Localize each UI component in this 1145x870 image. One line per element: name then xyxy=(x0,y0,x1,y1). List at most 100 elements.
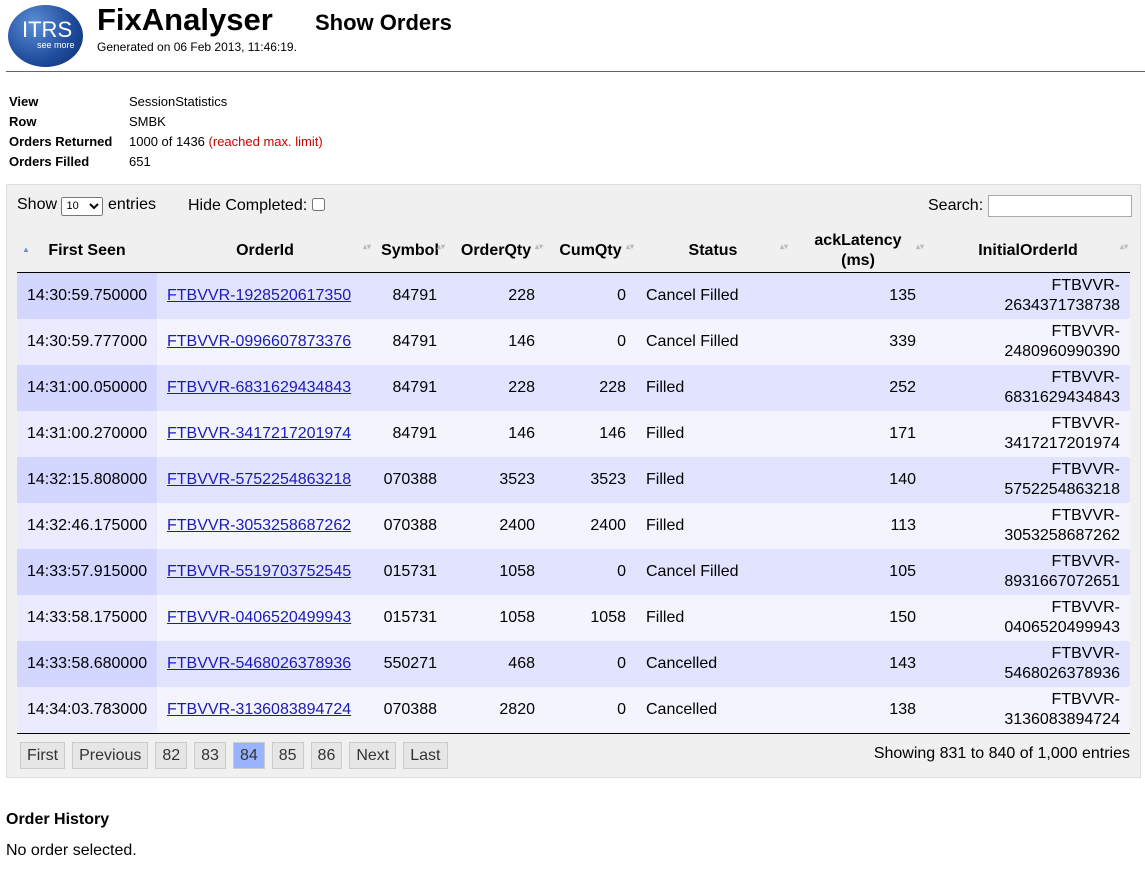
table-cell: 228 xyxy=(447,272,545,319)
table-cell: FTBVVR-2480960990390 xyxy=(926,319,1130,365)
table-cell: 0 xyxy=(545,687,636,734)
table-cell: FTBVVR-6831629434843 xyxy=(926,365,1130,411)
order-id-link[interactable]: FTBVVR-5752254863218 xyxy=(167,471,352,488)
sort-arrow: ▴▾ xyxy=(1119,242,1128,251)
table-cell: FTBVVR-5752254863218 xyxy=(926,457,1130,503)
entries-label: entries xyxy=(107,196,156,213)
order-row[interactable]: 14:33:57.915000 FTBVVR-5519703752545 01573… xyxy=(17,549,1130,595)
table-cell: Cancelled xyxy=(636,687,790,734)
order-id-link[interactable]: FTBVVR-0406520499943 xyxy=(167,609,352,626)
info-label: Row xyxy=(9,113,37,129)
info-value: 1000 of 1436 (reached max. limit) xyxy=(129,131,323,151)
order-id-link[interactable]: FTBVVR-1928520617350 xyxy=(167,287,352,304)
table-cell: 146 xyxy=(447,319,545,365)
page-button[interactable]: 84 xyxy=(232,742,265,769)
info-label: View xyxy=(9,93,39,109)
column-header[interactable]: OrderQty ▴▾ xyxy=(447,230,545,273)
table-cell: 171 xyxy=(790,411,926,457)
table-cell: 140 xyxy=(790,457,926,503)
table-cell: 1058 xyxy=(447,595,545,641)
table-cell: 84791 xyxy=(373,411,447,457)
info-value-text: 1000 of 1436 xyxy=(129,133,205,149)
page-size-control: Show 10 entries xyxy=(17,196,156,216)
table-cell: 3523 xyxy=(545,457,636,503)
table-cell: 105 xyxy=(790,549,926,595)
show-label: Show xyxy=(17,196,58,213)
table-cell: 146 xyxy=(447,411,545,457)
page-button[interactable]: 85 xyxy=(271,742,304,769)
order-row[interactable]: 14:32:46.175000 FTBVVR-3053258687262 07038… xyxy=(17,503,1130,549)
column-header[interactable]: ackLatency (ms) ▴▾ xyxy=(790,230,926,273)
table-cell: 113 xyxy=(790,503,926,549)
order-row[interactable]: 14:30:59.777000 FTBVVR-0996607873376 84791… xyxy=(17,319,1130,365)
order-id-cell: FTBVVR-3417217201974 xyxy=(157,411,373,457)
table-cell: 468 xyxy=(447,641,545,687)
order-id-link[interactable]: FTBVVR-3417217201974 xyxy=(167,425,352,442)
column-header[interactable]: OrderId ▴▾ xyxy=(157,230,373,273)
table-cell: Filled xyxy=(636,411,790,457)
page-button[interactable]: 82 xyxy=(155,742,188,769)
column-header[interactable]: Status ▴▾ xyxy=(636,230,790,273)
page-button[interactable]: Previous xyxy=(72,742,149,769)
search-input[interactable] xyxy=(988,195,1132,217)
order-id-link[interactable]: FTBVVR-5468026378936 xyxy=(167,655,352,672)
column-title: InitialOrderId xyxy=(978,242,1078,259)
page-button[interactable]: 86 xyxy=(310,742,343,769)
history-text: No order selected. xyxy=(6,842,137,859)
order-row[interactable]: 14:34:03.783000 FTBVVR-3136083894724 07038… xyxy=(17,687,1130,734)
search-label: Search: xyxy=(928,197,984,214)
table-cell: 3523 xyxy=(447,457,545,503)
table-cell: 0 xyxy=(545,549,636,595)
table-cell: FTBVVR-0406520499943 xyxy=(926,595,1130,641)
table-cell: 138 xyxy=(790,687,926,734)
hide-completed-checkbox[interactable] xyxy=(311,198,325,211)
order-row[interactable]: 14:32:15.808000 FTBVVR-5752254863218 07038… xyxy=(17,457,1130,503)
sort-arrow: ▲ xyxy=(22,245,30,254)
column-header[interactable]: InitialOrderId ▴▾ xyxy=(926,230,1130,273)
order-id-cell: FTBVVR-0996607873376 xyxy=(157,319,373,365)
sort-arrow: ▴▾ xyxy=(779,242,788,251)
table-cell: 14:30:59.777000 xyxy=(17,319,157,365)
column-title: Symbol xyxy=(381,242,439,259)
pagination: First Previous 82 83 84 85 86 Next Last xyxy=(20,742,448,769)
table-cell: 228 xyxy=(447,365,545,411)
logo: ITRS see more xyxy=(8,5,83,67)
table-cell: Cancel Filled xyxy=(636,319,790,365)
page-size-select[interactable]: 10 xyxy=(61,196,104,216)
history-title: Order History xyxy=(6,811,110,828)
order-row[interactable]: 14:31:00.270000 FTBVVR-3417217201974 84791… xyxy=(17,411,1130,457)
table-cell: 015731 xyxy=(373,549,447,595)
order-row[interactable]: 14:31:00.050000 FTBVVR-6831629434843 84791… xyxy=(17,365,1130,411)
table-cell: FTBVVR-3053258687262 xyxy=(926,503,1130,549)
table-cell: FTBVVR-8931667072651 xyxy=(926,549,1130,595)
order-id-link[interactable]: FTBVVR-5519703752545 xyxy=(167,563,352,580)
page-button[interactable]: Last xyxy=(403,742,448,769)
order-id-link[interactable]: FTBVVR-6831629434843 xyxy=(167,379,352,396)
column-title: OrderQty xyxy=(460,242,532,259)
table-cell: 14:33:58.175000 xyxy=(17,595,157,641)
page-button[interactable]: First xyxy=(20,742,66,769)
column-header[interactable]: Symbol ▴▾ xyxy=(373,230,447,273)
table-cell: 070388 xyxy=(373,503,447,549)
column-title: CumQty xyxy=(559,242,622,259)
page-button[interactable]: 83 xyxy=(194,742,226,769)
table-cell: 0 xyxy=(545,641,636,687)
hide-completed-label: Hide Completed: xyxy=(188,197,308,214)
table-cell: 14:33:58.680000 xyxy=(17,641,157,687)
order-row[interactable]: 14:33:58.175000 FTBVVR-0406520499943 01573… xyxy=(17,595,1130,641)
order-id-link[interactable]: FTBVVR-3053258687262 xyxy=(167,517,352,534)
table-cell: 070388 xyxy=(373,457,447,503)
table-cell: 070388 xyxy=(373,687,447,734)
order-row[interactable]: 14:30:59.750000 FTBVVR-1928520617350 84791… xyxy=(17,272,1130,319)
column-header[interactable]: First Seen ▲ xyxy=(17,230,157,273)
page-button[interactable]: Next xyxy=(349,742,397,769)
table-cell: 14:32:15.808000 xyxy=(17,457,157,503)
order-id-link[interactable]: FTBVVR-3136083894724 xyxy=(167,701,352,718)
info-label: Orders Filled xyxy=(9,153,90,169)
table-cell: 84791 xyxy=(373,272,447,319)
sort-arrow: ▴▾ xyxy=(625,242,634,251)
column-header[interactable]: CumQty ▴▾ xyxy=(545,230,636,273)
order-row[interactable]: 14:33:58.680000 FTBVVR-5468026378936 55027… xyxy=(17,641,1130,687)
order-id-link[interactable]: FTBVVR-0996607873376 xyxy=(167,333,352,350)
